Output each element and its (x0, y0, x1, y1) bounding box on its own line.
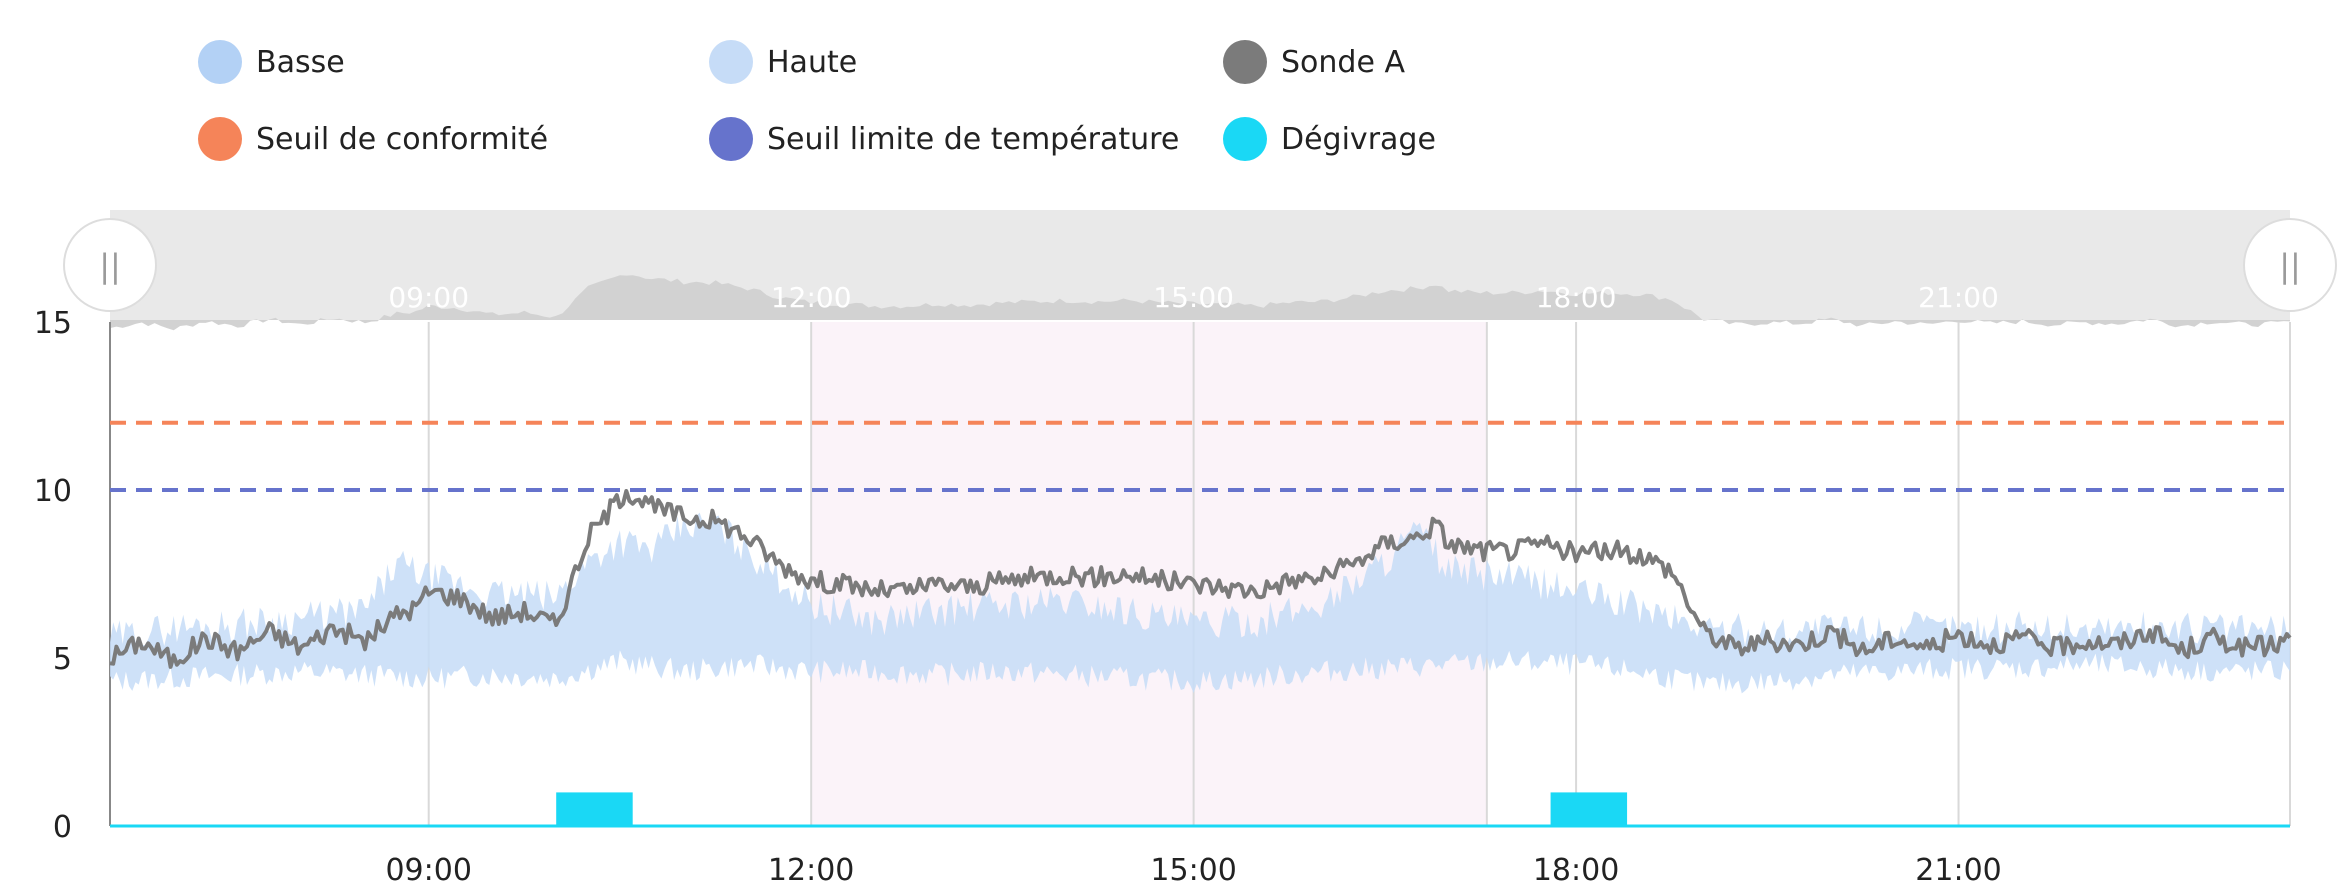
x-tick-label: 18:00 (1533, 853, 1619, 885)
legend-dot-icon (1223, 117, 1267, 161)
navigator-handle-icon: || (2279, 247, 2301, 285)
navigator-handle-circle (63, 218, 157, 312)
defrost-bar (1550, 792, 1628, 826)
highlight-band (811, 322, 1487, 826)
x-tick-label: 09:00 (385, 853, 471, 885)
legend-label-degivrage: Dégivrage (1281, 121, 1436, 157)
navigator-tick-label: 15:00 (1153, 281, 1234, 314)
navigator-series-area (110, 275, 2290, 331)
navigator[interactable]: 09:00 12:00 15:00 18:00 21:00 || || (63, 210, 2337, 331)
series-sonde-a-line (109, 489, 2292, 669)
legend-dot-icon (709, 117, 753, 161)
legend-item-haute[interactable]: Haute (709, 40, 857, 84)
defrost-bar (556, 792, 633, 826)
legend-item-sonde-a[interactable]: Sonde A (1223, 40, 1405, 84)
legend-label-haute: Haute (767, 44, 858, 80)
x-tick-label: 21:00 (1915, 853, 2001, 885)
x-tick-label: 15:00 (1150, 853, 1236, 885)
legend-dot-icon (1223, 40, 1267, 84)
y-tick-label: 10 (34, 474, 72, 509)
navigator-handle-right[interactable]: || (2243, 218, 2337, 312)
legend-label-seuil-limite: Seuil limite de température (767, 121, 1180, 157)
navigator-background (110, 210, 2290, 320)
navigator-handle-left[interactable]: || (63, 218, 157, 312)
legend-item-seuil-conformite[interactable]: Seuil de conformité (198, 117, 548, 161)
chart-legend: Basse Haute Sonde A Seuil de conformité … (0, 0, 2344, 170)
navigator-tick-label: 09:00 (388, 281, 469, 314)
legend-dot-icon (198, 40, 242, 84)
navigator-handle-icon: || (99, 247, 121, 285)
legend-item-degivrage[interactable]: Dégivrage (1223, 117, 1436, 161)
navigator-tick-label: 12:00 (771, 281, 852, 314)
legend-dot-icon (198, 117, 242, 161)
x-tick-label: 12:00 (768, 853, 854, 885)
navigator-handle-circle (2243, 218, 2337, 312)
plot-area: 09:00 12:00 15:00 18:00 21:00 0 5 10 15 (34, 306, 2292, 885)
navigator-tick-label: 21:00 (1918, 281, 1999, 314)
legend-dot-icon (709, 40, 753, 84)
legend-item-seuil-limite[interactable]: Seuil limite de température (709, 117, 1179, 161)
legend-label-basse: Basse (256, 44, 345, 80)
y-tick-label: 5 (53, 642, 72, 677)
y-tick-label: 15 (34, 306, 72, 341)
y-tick-label: 0 (53, 810, 72, 845)
navigator-tick-label: 18:00 (1536, 281, 1617, 314)
legend-label-seuil-conformite: Seuil de conformité (256, 121, 549, 157)
legend-item-basse[interactable]: Basse (198, 40, 345, 84)
legend-label-sonde-a: Sonde A (1281, 44, 1405, 80)
